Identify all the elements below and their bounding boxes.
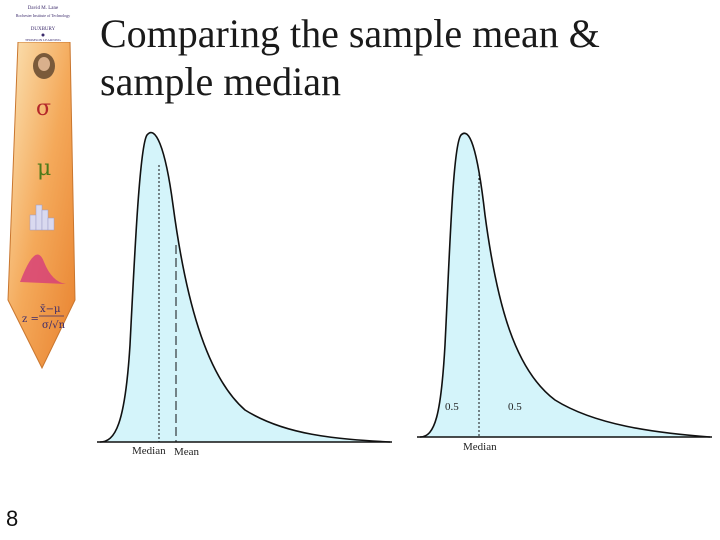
tie-publisher: DUXBURY (31, 27, 56, 32)
bell-curve-icon (20, 254, 66, 284)
left-median-label: Median (132, 445, 166, 457)
right-density-curve (419, 132, 711, 438)
histogram-icon (29, 204, 55, 231)
slide-title: Comparing the sample mean & sample media… (100, 10, 700, 106)
svg-text:σ/√n: σ/√n (42, 320, 66, 331)
svg-text:z =: z = (22, 314, 39, 325)
title-line-2: sample median (100, 59, 342, 104)
title-line-1: Comparing the sample mean & (100, 11, 600, 56)
z-formula-icon: z = x̄−μ σ/√n (22, 304, 66, 331)
tie-logo: David M. Lane Rochester Institute of Tec… (0, 0, 90, 370)
left-mean-label: Mean (174, 446, 200, 458)
skewed-distribution-median-mean-graph: Median Mean (95, 125, 395, 465)
left-density-curve (99, 131, 391, 443)
svg-text:x̄−μ: x̄−μ (40, 304, 61, 315)
right-density-fill (420, 133, 710, 438)
slide-number: 8 (6, 506, 19, 531)
right-median-label: Median (463, 441, 497, 453)
tie-sigma: σ (36, 96, 51, 121)
skewed-distribution-median-graph: 0.5 0.5 Median (415, 125, 715, 465)
left-density-fill (100, 132, 390, 442)
tie-mu: μ (37, 156, 51, 181)
left-area-label: 0.5 (445, 401, 459, 413)
tie-text-line1: David M. Lane (28, 6, 59, 11)
right-area-label: 0.5 (508, 401, 522, 413)
tie-publisher-sub: THOMSON LEARNING (25, 38, 62, 42)
tie-text-line2: Rochester Institute of Technology (16, 13, 70, 18)
